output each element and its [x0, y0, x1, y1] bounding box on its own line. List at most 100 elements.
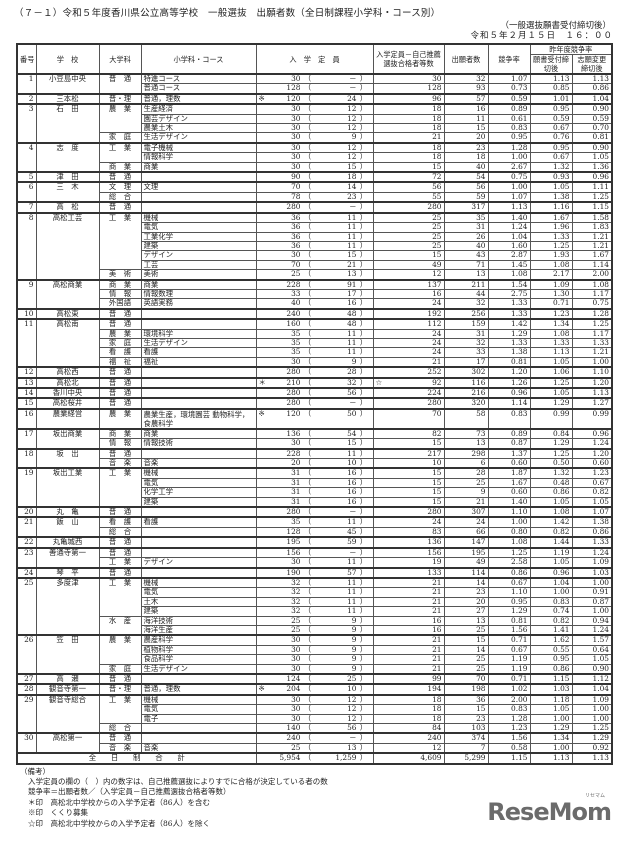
- net-capacity-cell: 24: [372, 328, 445, 339]
- paren-close: ）: [359, 487, 368, 497]
- ratio: 0.83: [487, 123, 531, 134]
- net-capacity-cell: 56: [372, 181, 445, 193]
- capacity: 32: [291, 587, 301, 597]
- net-capacity: 18: [432, 152, 442, 162]
- applicants: 32: [443, 298, 489, 310]
- capacity-cell: 30 （ 12）: [255, 103, 374, 115]
- applicants: 14: [443, 576, 489, 589]
- self-recommended: 48: [347, 319, 357, 329]
- prev-ratio-app: 1.08: [529, 328, 573, 339]
- ratio: 1.28: [487, 713, 531, 725]
- paren-close: ）: [359, 172, 368, 182]
- paren-open: （: [303, 587, 312, 597]
- capacity: 195: [286, 537, 301, 547]
- self-recommended: 13: [347, 743, 357, 752]
- paren-open: （: [303, 458, 312, 468]
- net-capacity: 128: [427, 83, 442, 93]
- paren-close: ）: [359, 547, 368, 557]
- table-row: 29 観音寺総合工 業機械 30 （12） 18 36 2.00 1.18 1.09: [16, 693, 613, 734]
- capacity: 78: [291, 192, 301, 201]
- paren-open: （: [303, 377, 312, 387]
- prev-ratio-change: 1.21: [571, 347, 613, 358]
- school-number: 14: [16, 386, 37, 399]
- capacity: 160: [286, 319, 301, 329]
- prev-ratio-change: 0.64: [571, 644, 613, 656]
- prev-ratio-change: 1.28: [571, 307, 613, 320]
- ratio: 0.95: [487, 132, 531, 144]
- table-row: 農業土木 30 （ 12） 18 15 0.83 0.67 0.70: [17, 123, 613, 134]
- capacity-mark: [259, 330, 273, 337]
- paren-open: （: [303, 468, 312, 478]
- capacity-cell: 30 （ 12）: [255, 704, 374, 715]
- prev-ratio-change: 1.09: [571, 693, 613, 706]
- self-recommended: 50: [347, 408, 357, 418]
- ratio: 1.42: [487, 318, 531, 330]
- net-capacity: 70: [432, 408, 442, 418]
- applicants: 116: [443, 376, 489, 389]
- net-capacity-cell: 19: [372, 557, 445, 568]
- paren-open: （: [303, 162, 312, 171]
- capacity: 190: [286, 567, 301, 577]
- capacity-mark: [259, 676, 273, 683]
- table-row: 10 高松東普 通 240 （ 48） 192 256 1.33 1.23 1.28: [16, 307, 613, 320]
- capacity: 70: [291, 260, 301, 269]
- school-number: 29: [16, 693, 37, 734]
- ratio: 1.04: [487, 231, 531, 242]
- self-recommended: 12: [347, 694, 357, 704]
- capacity: 35: [291, 329, 301, 338]
- table-row: 家 庭生活デザイン 35 （11） 24 32 1.33 1.33 1.33: [17, 337, 613, 349]
- prev-ratio-app: 1.00: [529, 713, 573, 725]
- capacity: 25: [291, 743, 301, 752]
- ratio: 1.08: [487, 269, 531, 281]
- prev-ratio-change: 0.86: [571, 83, 613, 95]
- paren-close: ）: [359, 428, 368, 438]
- course: 情報科学: [140, 152, 257, 163]
- school-number: 1: [16, 73, 37, 95]
- capacity-cell: 25 （ 13）: [255, 269, 374, 281]
- school-number: 23: [16, 546, 37, 568]
- net-capacity: 280: [427, 507, 442, 517]
- prev-ratio-change: 0.70: [571, 123, 613, 134]
- course: [140, 732, 257, 744]
- capacity: 32: [291, 606, 301, 616]
- net-capacity-cell: 10: [372, 458, 445, 469]
- paren-open: （: [303, 192, 312, 201]
- capacity: 30: [291, 74, 301, 83]
- net-capacity-cell: 21: [372, 132, 445, 144]
- ratio: 0.71: [487, 672, 531, 685]
- paren-close: ）: [359, 673, 368, 683]
- self-recommended: 12: [347, 114, 357, 123]
- table-row: 工芸 70 （ 21） 49 71 1.45 1.08 1.14: [17, 259, 613, 271]
- course: 商業: [140, 278, 257, 290]
- applicants: 195: [443, 546, 489, 559]
- net-capacity: 30: [432, 74, 442, 83]
- paren-open: （: [303, 743, 312, 752]
- prev-ratio-change: 0.81: [571, 132, 613, 144]
- net-capacity: 72: [432, 172, 442, 182]
- net-capacity: 18: [432, 714, 442, 723]
- net-capacity-cell: 18: [372, 141, 445, 154]
- self-recommended: 11: [347, 212, 357, 222]
- paren-open: （: [303, 733, 312, 743]
- paren-open: （: [303, 714, 312, 723]
- prev-ratio-change: 1.58: [571, 211, 613, 224]
- net-capacity: 12: [432, 269, 442, 279]
- course: [140, 723, 257, 734]
- course: 機械: [140, 576, 257, 589]
- net-capacity-cell: 16: [372, 624, 445, 636]
- applicants: 35: [443, 211, 489, 224]
- capacity-cell: 40 （ 16）: [255, 298, 374, 310]
- capacity-cell: 280 （ 28）: [255, 366, 374, 379]
- prev-ratio-app: 1.34: [529, 318, 573, 330]
- net-capacity: 99: [432, 673, 442, 683]
- capacity: 31: [291, 497, 301, 506]
- prev-ratio-app: 1.01: [529, 92, 573, 105]
- school-number: 4: [16, 141, 37, 173]
- capacity: 280: [286, 507, 301, 517]
- capacity-mark: [259, 479, 273, 486]
- paren-close: ）: [359, 308, 368, 318]
- prev-ratio-change: 1.05: [571, 152, 613, 163]
- prev-ratio-app: 1.00: [529, 587, 573, 598]
- capacity: 25: [291, 616, 301, 625]
- capacity-cell: 31 （ 16）: [255, 467, 374, 479]
